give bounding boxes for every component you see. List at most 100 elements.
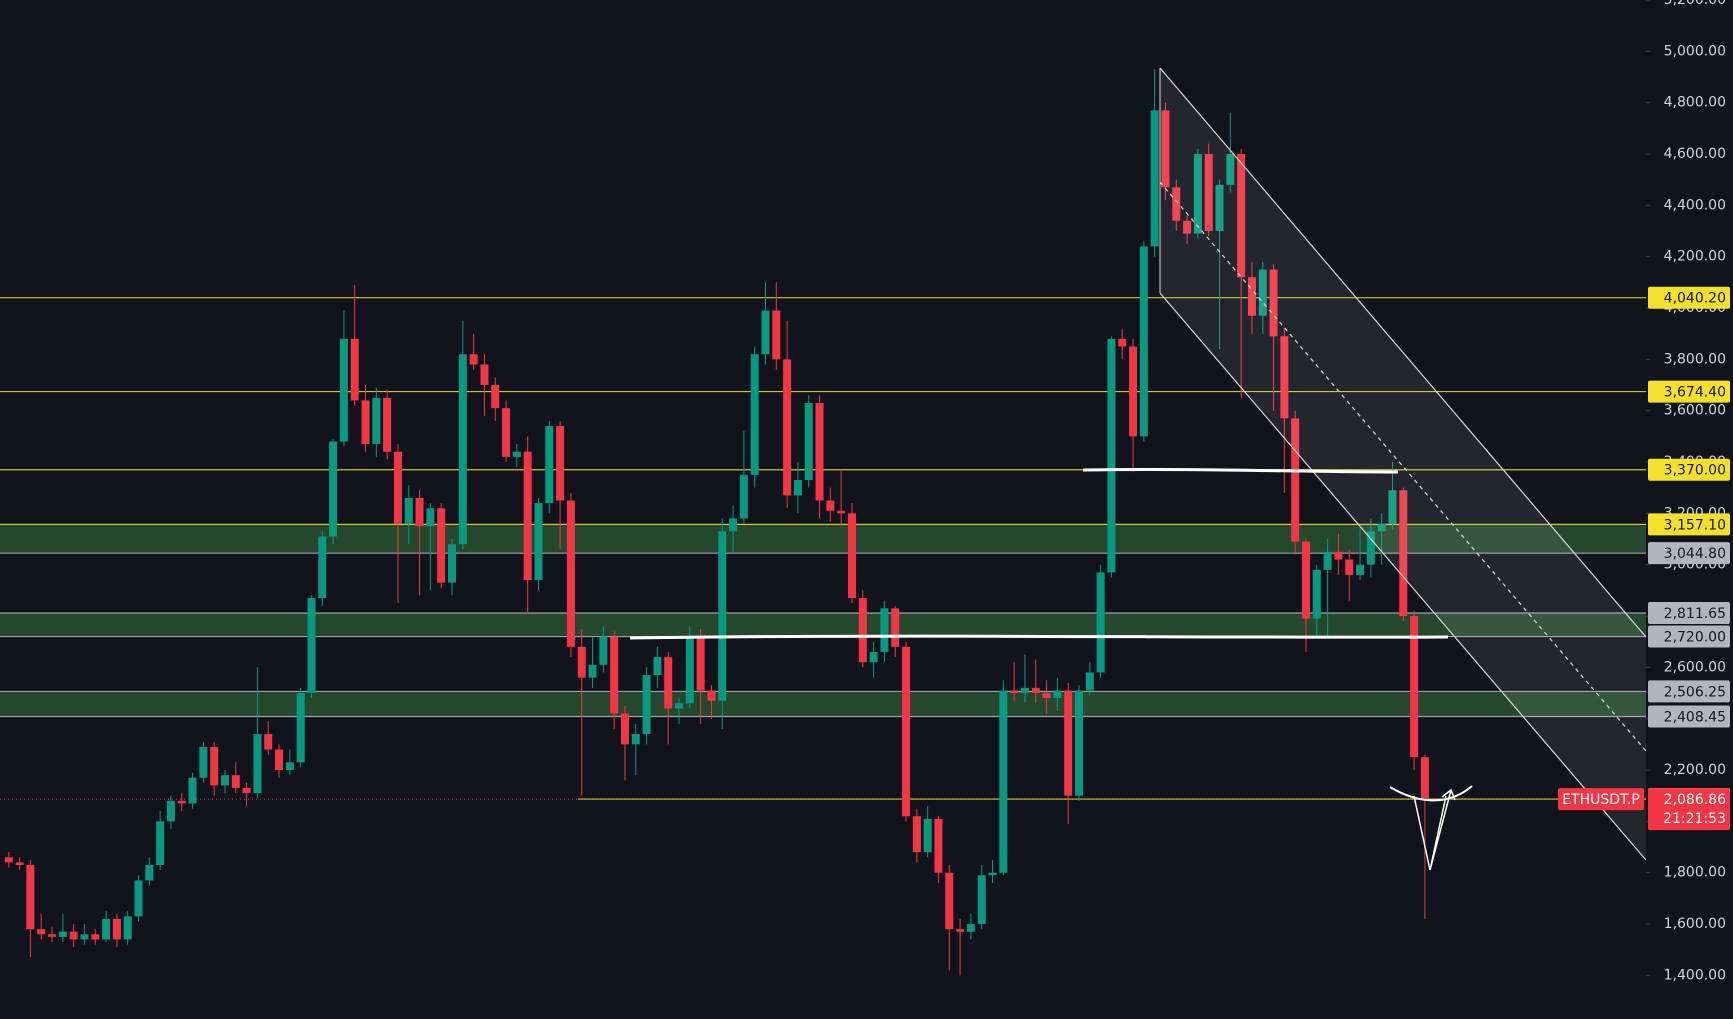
- last-price-tag: [1648, 788, 1730, 831]
- candle-body: [1096, 572, 1105, 673]
- candle-body: [1042, 693, 1051, 699]
- candle-body: [1247, 277, 1256, 316]
- candle-body: [350, 338, 359, 401]
- candle-body: [448, 544, 457, 583]
- candle-body: [577, 646, 586, 678]
- price-tag-label: 3,370.00: [1664, 463, 1726, 479]
- y-tick-label: 5,200.00: [1664, 0, 1726, 8]
- candle-body: [318, 536, 327, 599]
- candle-body: [393, 451, 402, 524]
- candle-body: [1258, 269, 1267, 316]
- price-tag: [1648, 458, 1730, 481]
- y-tick-label: 4,800.00: [1664, 95, 1726, 111]
- candle-body: [426, 508, 435, 527]
- candle-body: [707, 690, 716, 701]
- candle-body: [869, 651, 878, 663]
- channel-lower: [1159, 292, 1647, 861]
- candle-body: [1204, 154, 1213, 232]
- candle-body: [26, 864, 35, 930]
- candle-body: [361, 400, 370, 445]
- candle-body: [729, 518, 738, 532]
- candle-body: [1161, 110, 1170, 188]
- candle-body: [945, 872, 954, 930]
- candle-body: [912, 816, 921, 853]
- candle-body: [383, 397, 392, 452]
- price-tag-label: 2,506.25: [1664, 684, 1726, 700]
- price-tag: [1648, 602, 1730, 625]
- hand-arrow: [1429, 788, 1456, 871]
- candle-body: [415, 497, 424, 527]
- candle-body: [610, 636, 619, 714]
- candle-body: [1129, 346, 1138, 437]
- candle-body: [620, 713, 629, 745]
- candle-body: [134, 880, 143, 917]
- y-tick-label: 1,400.00: [1664, 967, 1726, 983]
- candle-body: [1237, 154, 1246, 278]
- candle-body: [631, 734, 640, 745]
- candle-body: [739, 474, 748, 519]
- candle-body: [210, 746, 219, 786]
- candle-body: [793, 479, 802, 496]
- candle-body: [1366, 531, 1375, 565]
- candle-body: [664, 657, 673, 709]
- candle-body: [1323, 551, 1332, 570]
- candle-body: [37, 929, 46, 935]
- candle-body: [750, 354, 759, 475]
- candle-body: [1010, 690, 1019, 694]
- candle-body: [80, 934, 89, 940]
- candle-body: [642, 675, 651, 735]
- candle-body: [804, 402, 813, 480]
- price-tag: [1648, 380, 1730, 403]
- candle-body: [837, 510, 846, 514]
- candle-body: [339, 338, 348, 442]
- candle-body: [599, 636, 608, 665]
- candle-body: [891, 608, 900, 647]
- candle-body: [999, 690, 1008, 873]
- candle-body: [545, 426, 554, 504]
- candle-body: [1183, 220, 1192, 234]
- candle-body: [48, 934, 57, 937]
- price-tag: [1648, 286, 1730, 309]
- candle-body: [1118, 338, 1127, 347]
- candle-body: [1410, 616, 1419, 758]
- candle-body: [1377, 523, 1386, 532]
- candle-body: [556, 426, 565, 501]
- candle-body: [275, 749, 284, 771]
- candle-body: [718, 531, 727, 701]
- candle-body: [685, 636, 694, 704]
- candle-body: [523, 451, 532, 581]
- drawings-layer: [629, 67, 1647, 871]
- y-tick-label: 4,400.00: [1664, 197, 1726, 213]
- candle-body: [1139, 246, 1148, 437]
- candle-body: [1345, 559, 1354, 575]
- candle-body: [91, 934, 100, 940]
- zone: [0, 613, 1646, 637]
- candle-body: [902, 646, 911, 817]
- candle-body: [1356, 564, 1365, 575]
- price-tag-label: 2,408.45: [1664, 710, 1726, 726]
- candle-body: [177, 800, 186, 804]
- candle-body: [847, 513, 856, 599]
- candle-body: [934, 818, 943, 873]
- candle-body: [1291, 418, 1300, 542]
- candle-body: [977, 875, 986, 925]
- symbol-tag: [1558, 788, 1644, 811]
- hand-curve: [1389, 785, 1473, 802]
- candle-body: [675, 703, 684, 709]
- candle-body: [534, 503, 543, 581]
- candle-body: [156, 821, 165, 865]
- candle-body: [102, 918, 111, 940]
- price-tag-label: 3,044.80: [1664, 546, 1726, 562]
- price-tag-label: 2,811.65: [1664, 606, 1726, 622]
- candle-body: [566, 500, 575, 647]
- price-tag: [1648, 542, 1730, 565]
- candle-body: [1107, 338, 1116, 573]
- candle-body: [783, 359, 792, 496]
- candle-body: [696, 636, 705, 691]
- candle-body: [815, 402, 824, 501]
- candle-body: [437, 508, 446, 583]
- candle-body: [199, 746, 208, 778]
- candle-body: [58, 931, 67, 937]
